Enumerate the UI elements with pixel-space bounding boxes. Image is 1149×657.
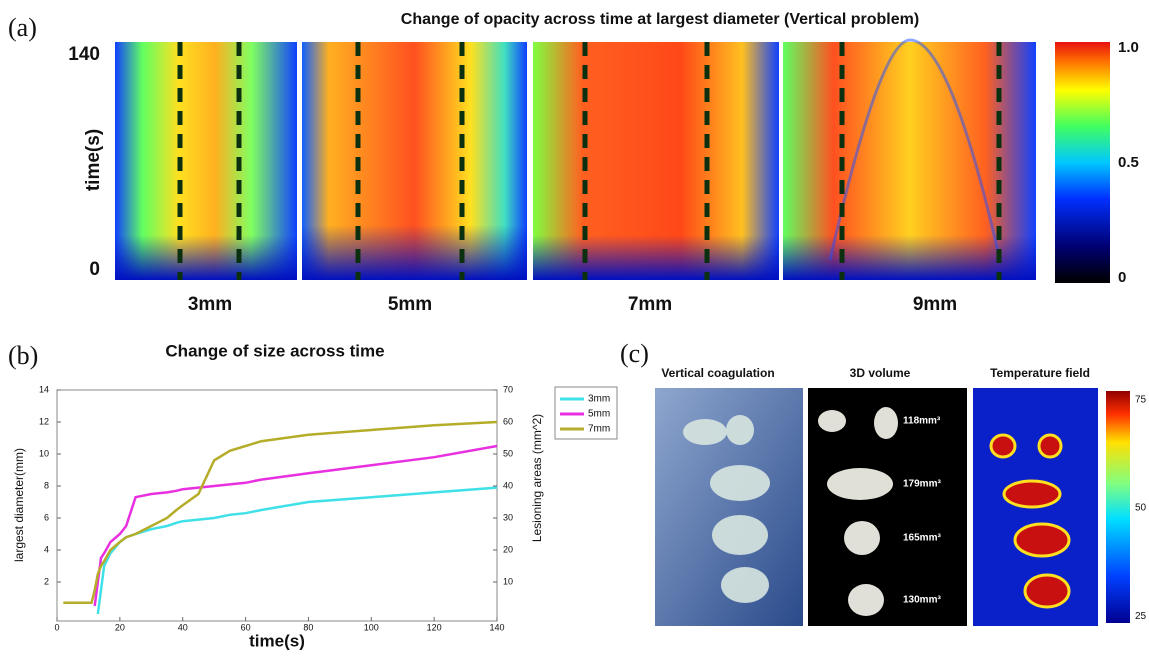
volume-label: 118mm³ (903, 416, 941, 427)
heatmap-shade (115, 235, 297, 280)
y-axis-label: largest diameter(mm) (12, 448, 26, 562)
y-tick-label: 14 (39, 384, 49, 394)
y2-axis-label: Lesioning areas (mm^2) (530, 414, 544, 542)
panel-label: 7mm (628, 294, 672, 315)
panel-label: 3mm (188, 294, 232, 315)
y-tick-label: 8 (44, 480, 49, 490)
x-tick-label: 0 (54, 622, 59, 632)
heatmap-shade (302, 225, 527, 280)
y2-tick-label: 10 (503, 576, 513, 586)
y-tick-label: 12 (39, 416, 49, 426)
colorbar (1055, 42, 1110, 283)
x-tick-label: 120 (427, 622, 442, 632)
x-tick-label: 80 (303, 622, 313, 632)
y2-tick-label: 30 (503, 512, 513, 522)
y-tick-label: 0 (89, 259, 100, 280)
heatmap-contour (828, 38, 1002, 261)
y-tick-label: 140 (68, 44, 100, 65)
x-tick-label: 140 (489, 622, 504, 632)
chart-title: Change of opacity across time at largest… (401, 11, 919, 28)
legend-label: 7mm (588, 424, 610, 435)
heatmap-shade (783, 235, 1036, 280)
y2-tick-label: 40 (503, 480, 513, 490)
legend-label: 3mm (588, 394, 610, 405)
photo-title: 3D volume (850, 366, 911, 380)
colorbar-tick-label: 1.0 (1118, 39, 1139, 56)
panel-label: (c) (620, 339, 649, 368)
photo-title: Vertical coagulation (661, 366, 774, 380)
colorbar-tick-label: 0.5 (1118, 154, 1139, 171)
heatmap-shade (533, 235, 779, 280)
y-tick-label: 6 (44, 512, 49, 522)
y-tick-label: 2 (44, 576, 49, 586)
x-tick-label: 100 (364, 622, 379, 632)
legend-label: 5mm (588, 409, 610, 420)
colorbar-tick-label: 50 (1135, 503, 1147, 514)
colorbar (1106, 391, 1130, 623)
y2-tick-label: 20 (503, 544, 513, 554)
y2-tick-label: 70 (503, 384, 513, 394)
colorbar-tick-label: 75 (1135, 394, 1147, 405)
volume-label: 179mm³ (903, 479, 941, 490)
panel-label: (a) (8, 13, 37, 42)
y-tick-label: 10 (39, 448, 49, 458)
panel-label: 5mm (388, 294, 432, 315)
volume-label: 165mm³ (903, 533, 941, 544)
chart-title: Change of size across time (165, 341, 384, 360)
y2-tick-label: 60 (503, 416, 513, 426)
photos (655, 388, 1130, 626)
data-line (96, 486, 498, 615)
data-line (63, 420, 498, 605)
y-tick-label: 4 (44, 544, 49, 554)
y-axis-label: time(s) (83, 129, 104, 191)
photo-title: Temperature field (990, 366, 1090, 380)
panel-label: (b) (8, 341, 38, 370)
y2-tick-label: 50 (503, 448, 513, 458)
x-tick-label: 20 (115, 622, 125, 632)
x-tick-label: 60 (241, 622, 251, 632)
volume-label: 130mm³ (903, 595, 941, 606)
data-line (93, 444, 498, 607)
colorbar-tick-label: 0 (1118, 269, 1126, 286)
dashed-markers (177, 42, 1002, 280)
x-axis-label: time(s) (249, 631, 305, 650)
x-tick-label: 40 (178, 622, 188, 632)
colorbar-tick-label: 25 (1135, 611, 1147, 622)
panel-label: 9mm (913, 294, 957, 315)
heatmap-images (115, 38, 1110, 283)
plot-frame (56, 389, 498, 622)
